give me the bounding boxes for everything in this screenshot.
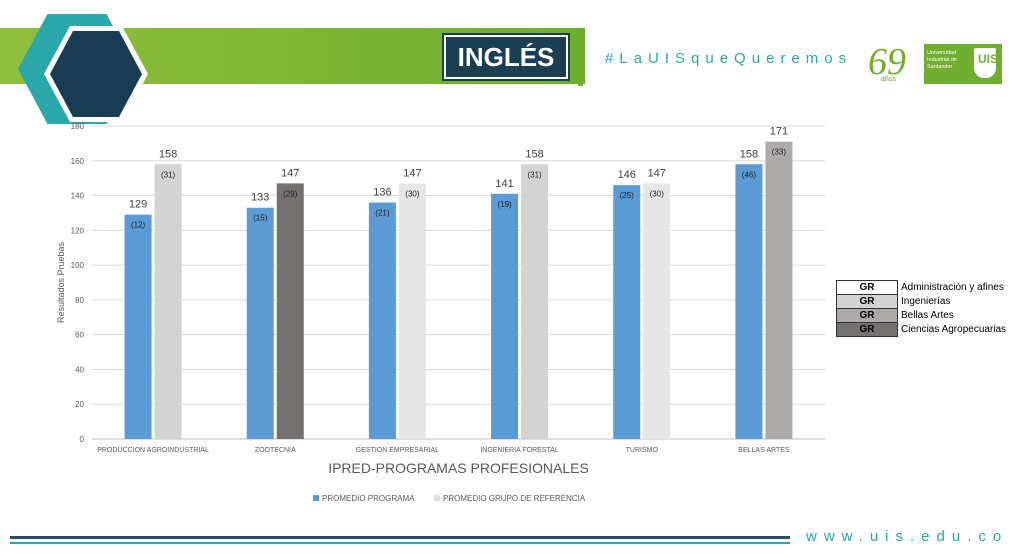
y-tick-label: 0: [80, 435, 85, 444]
reference-count-label: (33): [772, 148, 787, 157]
footer-url: www.uis.edu.co: [806, 528, 1009, 545]
y-tick-label: 180: [71, 122, 85, 131]
program-value-label: 136: [373, 187, 391, 199]
hashtag-text: #LaUISqueQueremos: [605, 50, 853, 67]
y-tick-label: 160: [71, 157, 85, 166]
x-axis-label: IPRED-PROGRAMAS PROFESIONALES: [328, 460, 589, 476]
series-legend-swatch: [313, 495, 319, 501]
legend-group-code: GR: [836, 280, 898, 295]
x-tick-label: PRODUCCION AGROINDUSTRIAL: [97, 447, 209, 454]
footer-line-accent: [10, 542, 790, 544]
legend-group-label: Administración y afines: [901, 282, 1004, 293]
legend-group-label: Ingenierías: [901, 296, 951, 307]
y-tick-label: 120: [71, 226, 85, 235]
program-value-label: 129: [129, 199, 147, 211]
y-tick-label: 20: [75, 400, 84, 409]
reference-count-label: (30): [405, 189, 420, 198]
reference-value-label: 158: [525, 148, 543, 160]
reference-bar: [643, 183, 671, 439]
legend-group-row: GR Ingenierías: [836, 294, 1010, 309]
program-bar: [613, 185, 641, 439]
program-value-label: 133: [251, 192, 269, 204]
y-tick-label: 60: [75, 331, 84, 340]
reference-value-label: 147: [281, 167, 299, 179]
program-bar: [491, 193, 519, 439]
program-count-label: (21): [375, 209, 390, 218]
reference-value-label: 147: [403, 167, 421, 179]
anniversary-logo: 69: [868, 41, 906, 83]
reference-value-label: 158: [159, 148, 177, 160]
program-value-label: 146: [618, 169, 636, 181]
series-legend-label: PROMEDIO GRUPO DE REFERENCIA: [443, 494, 586, 503]
program-count-label: (25): [620, 191, 635, 200]
series-legend-label: PROMEDIO PROGRAMA: [322, 494, 415, 503]
uis-logo-text: Universidad Industrial de Santander: [927, 50, 957, 70]
program-bar: [368, 202, 396, 439]
legend-group-row: GR Bellas Artes: [836, 308, 1010, 323]
y-axis-label: Resultados Pruebas: [56, 241, 66, 323]
reference-group-legend: GR Administración y afines GR Ingenierías GR…: [836, 280, 1010, 337]
program-bar: [735, 164, 763, 439]
y-tick-label: 140: [71, 192, 85, 201]
reference-bar: [276, 183, 304, 439]
reference-count-label: (30): [650, 189, 665, 198]
reference-value-label: 171: [770, 126, 788, 138]
reference-count-label: (31): [161, 170, 176, 179]
x-tick-label: BELLAS ARTES: [738, 447, 790, 454]
legend-group-label: Bellas Artes: [901, 310, 954, 321]
anniversary-logo-sub: años: [881, 76, 897, 83]
program-bar: [246, 207, 274, 439]
uis-shield-letters: UIS: [978, 52, 999, 66]
program-count-label: (46): [742, 170, 757, 179]
x-tick-label: GESTION EMPRESARIAL: [356, 447, 439, 454]
header-divider: [578, 28, 583, 86]
program-count-label: (15): [253, 214, 268, 223]
y-tick-label: 40: [75, 365, 84, 374]
series-legend-swatch: [434, 495, 440, 501]
x-tick-label: TURISMO: [626, 447, 659, 454]
reference-value-label: 147: [648, 167, 666, 179]
uis-shield-icon: [974, 48, 996, 78]
x-tick-label: ZOOTECNIA: [255, 447, 296, 454]
reference-bar: [398, 183, 426, 439]
legend-group-code: GR: [836, 308, 898, 323]
y-tick-label: 100: [71, 261, 85, 270]
program-count-label: (12): [131, 221, 146, 230]
reference-bar: [521, 164, 549, 439]
reference-bar: [765, 141, 793, 439]
page-title: INGLÉS: [442, 33, 570, 81]
program-value-label: 141: [495, 178, 513, 190]
legend-group-label: Ciencias Agropecuarias: [901, 324, 1007, 335]
footer-line: [10, 536, 790, 539]
hexagon-inner: [50, 31, 142, 117]
reference-count-label: (31): [527, 170, 542, 179]
reference-count-label: (29): [283, 189, 298, 198]
legend-group-code: GR: [836, 294, 898, 309]
legend-group-row: GR Ciencias Agropecuarias: [836, 322, 1010, 337]
program-count-label: (19): [497, 200, 512, 209]
x-tick-label: INGENIERIA FORESTAL: [480, 447, 559, 454]
reference-bar: [154, 164, 182, 439]
legend-group-row: GR Administración y afines: [836, 280, 1010, 295]
program-value-label: 158: [740, 148, 758, 160]
program-bar: [124, 214, 152, 439]
y-tick-label: 80: [75, 296, 84, 305]
legend-group-code: GR: [836, 322, 898, 337]
